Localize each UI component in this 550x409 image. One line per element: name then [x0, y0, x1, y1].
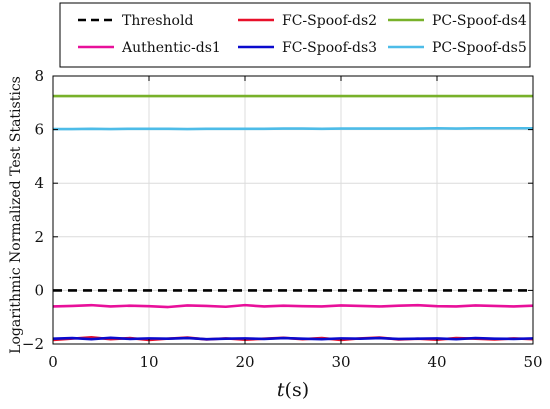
series-line-fc-spoof-ds3 [52, 336, 534, 341]
x-tick-label: 0 [48, 353, 58, 371]
x-tick-label: 20 [235, 353, 254, 371]
legend-label: PC-Spoof-ds5 [432, 40, 527, 56]
y-tick-label: 0 [34, 281, 44, 299]
legend-box [59, 2, 531, 68]
legend-label: FC-Spoof-ds2 [282, 13, 377, 29]
legend-label: PC-Spoof-ds4 [432, 13, 527, 29]
y-tick-label: 2 [34, 228, 44, 246]
x-tick-label: 30 [331, 353, 350, 371]
series-line-authentic-ds1 [52, 303, 534, 309]
y-tick-label: −2 [22, 335, 44, 353]
plot-area-frame [52, 75, 534, 345]
legend-label: FC-Spoof-ds3 [282, 40, 377, 56]
legend-label: Threshold [122, 13, 193, 29]
series-lines [52, 94, 534, 342]
y-tick-label: 4 [34, 174, 44, 192]
grid [53, 76, 533, 344]
y-axis-label: Logarithmic Normalized Test Statistics [8, 76, 24, 354]
x-axis-label: t(s) [277, 379, 309, 401]
x-tick-label: 40 [427, 353, 446, 371]
legend: Threshold FC-Spoof-ds2 PC-Spoof-ds4 Authent… [59, 2, 531, 68]
y-tick-label: 8 [34, 67, 44, 85]
x-tick-label: 50 [523, 353, 542, 371]
series-line-pc-spoof-ds5 [53, 126, 533, 131]
x-tick-label: 10 [139, 353, 158, 371]
legend-label: Authentic-ds1 [121, 40, 221, 56]
y-tick-label: 6 [34, 121, 44, 139]
